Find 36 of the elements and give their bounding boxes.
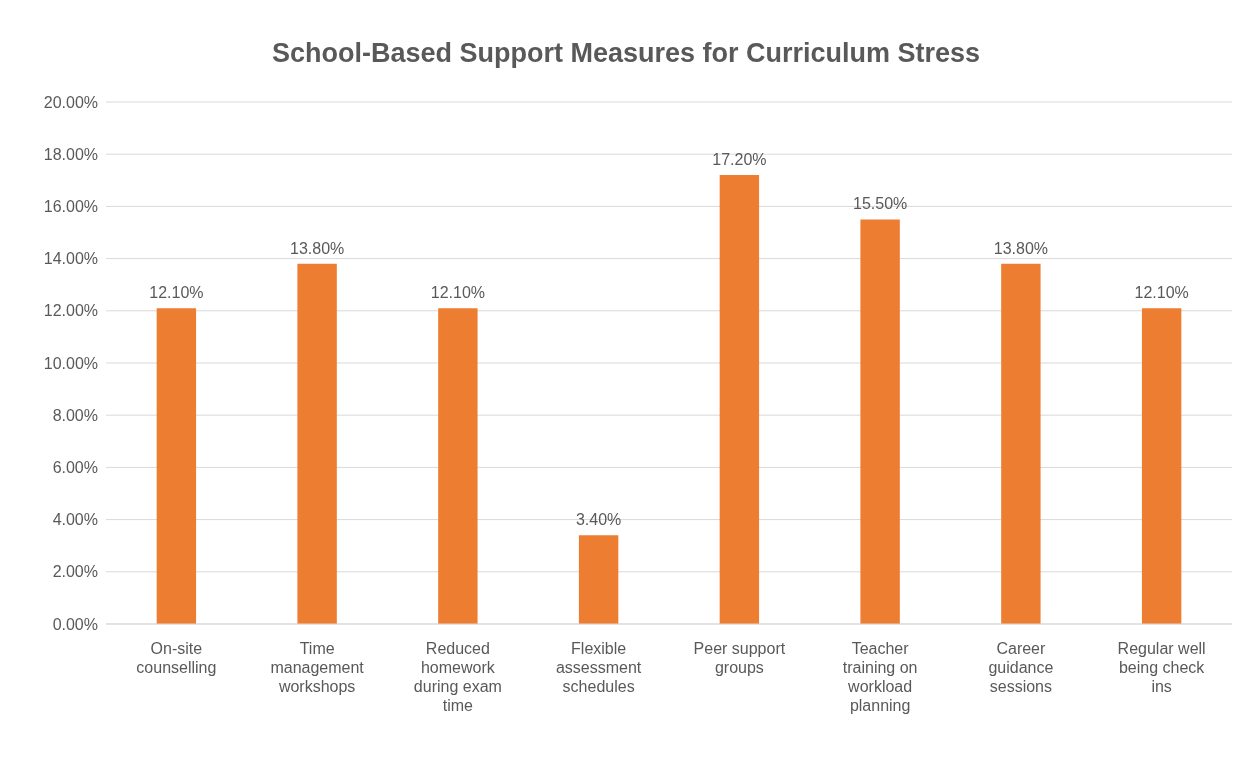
bar (156, 308, 197, 624)
x-tick-label: On-site counselling (136, 640, 217, 676)
y-tick-label: 16.00% (43, 198, 98, 216)
x-tick-label: Reduced homework during exam time (413, 640, 502, 714)
y-tick-label: 10.00% (43, 354, 98, 372)
y-tick-label: 0.00% (52, 615, 98, 633)
y-tick-label: 4.00% (52, 511, 98, 529)
data-label: 15.50% (852, 195, 908, 213)
x-tick-label: Time management workshops (270, 640, 365, 695)
data-label: 12.10% (149, 284, 204, 302)
x-tick-label: Flexible assessment schedules (555, 640, 642, 695)
data-label: 13.80% (993, 239, 1049, 257)
data-label: 12.10% (1134, 284, 1189, 302)
x-tick-label: Teacher training on workload planning (842, 640, 918, 714)
x-tick-label: Regular well being check ins (1117, 640, 1206, 695)
y-tick-label: 8.00% (52, 406, 98, 424)
y-tick-label: 6.00% (52, 459, 98, 477)
bar (438, 308, 478, 624)
data-label: 13.80% (289, 239, 345, 257)
y-tick-label: 20.00% (43, 93, 98, 111)
bar (297, 263, 337, 624)
x-tick-label: Career guidance sessions (988, 640, 1054, 695)
bar (719, 175, 760, 624)
y-tick-label: 2.00% (52, 563, 98, 581)
bar (1001, 263, 1041, 624)
bar (578, 535, 619, 624)
chart-title: School-Based Support Measures for Curriculum Stress (270, 37, 982, 70)
y-tick-label: 18.00% (43, 145, 98, 163)
data-label: 12.10% (430, 284, 486, 302)
y-tick-label: 12.00% (43, 302, 98, 320)
bar (1141, 308, 1182, 624)
data-label: 3.40% (575, 511, 622, 529)
y-tick-label: 14.00% (43, 250, 98, 268)
bar (860, 219, 900, 624)
x-tick-label: Peer support groups (693, 640, 786, 676)
data-label: 17.20% (712, 151, 767, 169)
